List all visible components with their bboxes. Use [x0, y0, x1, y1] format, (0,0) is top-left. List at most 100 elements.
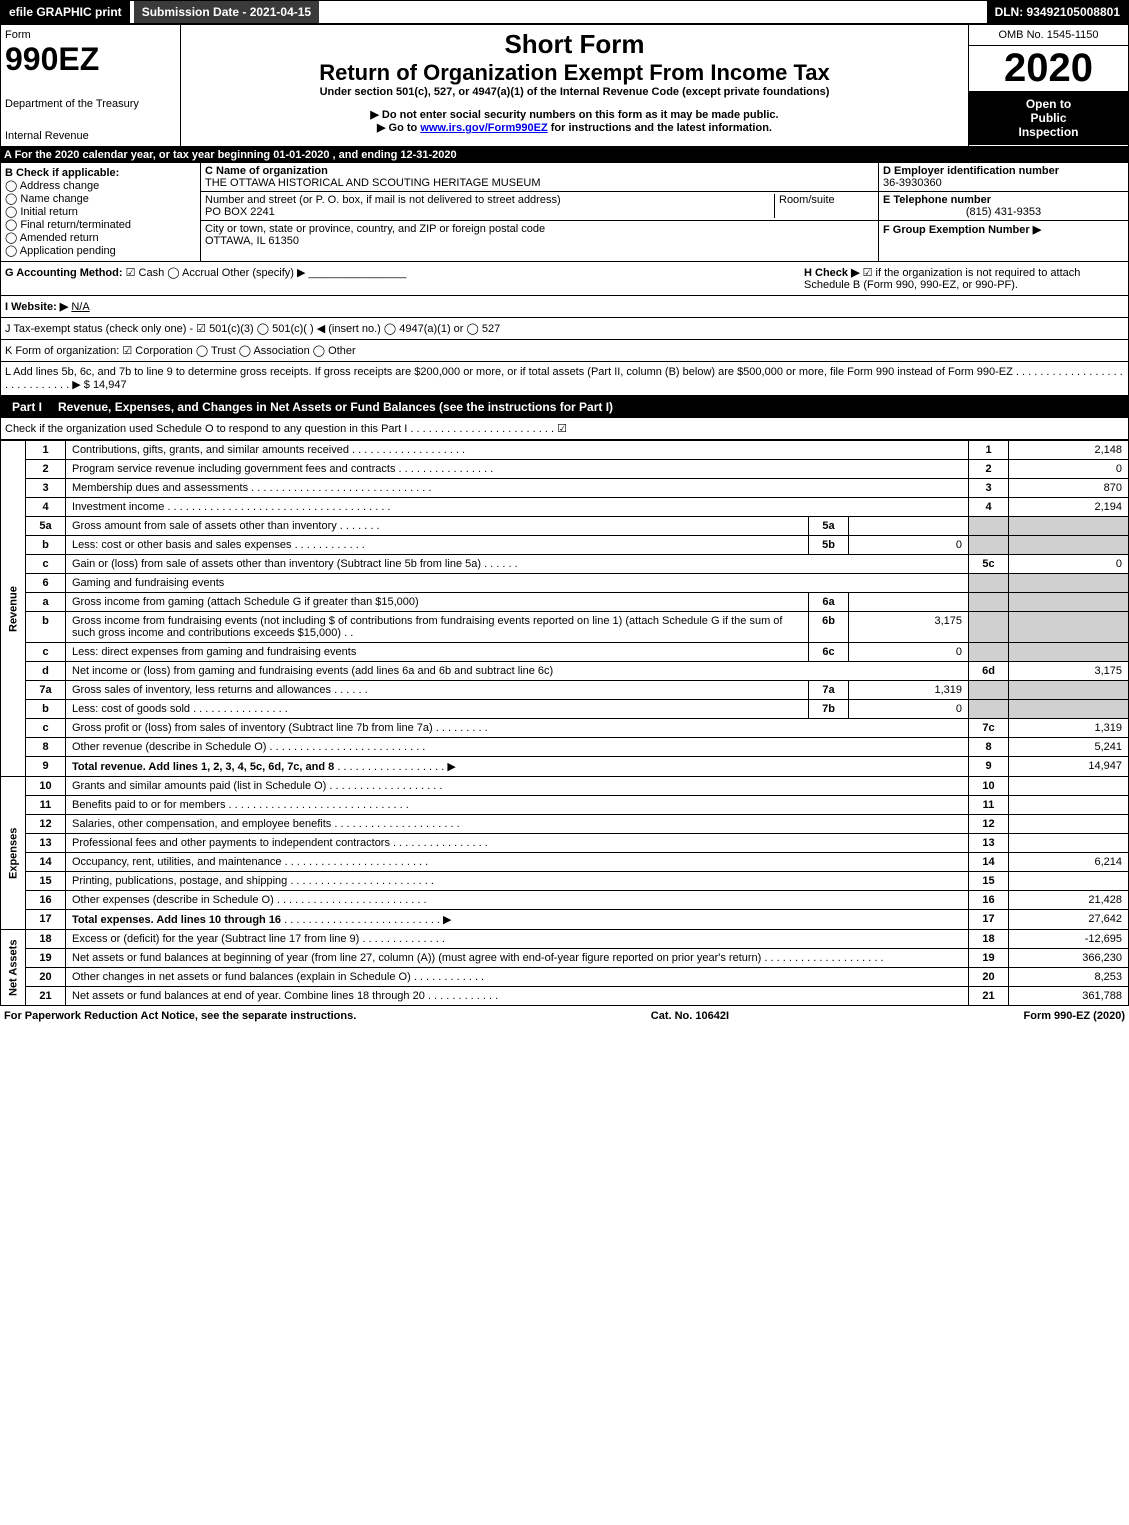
efile-print-button[interactable]: efile GRAPHIC print	[1, 1, 130, 23]
expenses-side-label: Expenses	[1, 777, 26, 930]
l7b-subval: 0	[849, 700, 969, 719]
l12-desc: Salaries, other compensation, and employ…	[72, 818, 331, 830]
l6b-desc: Gross income from fundraising events (no…	[72, 615, 782, 639]
l20-desc: Other changes in net assets or fund bala…	[72, 971, 411, 983]
final-return-checkbox[interactable]: ◯ Final return/terminated	[5, 218, 196, 231]
k-row: K Form of organization: ☑ Corporation ◯ …	[0, 340, 1129, 362]
l3-val: 870	[1009, 479, 1129, 498]
address-change-checkbox[interactable]: ◯ Address change	[5, 179, 196, 192]
check-if-applicable: B Check if applicable: ◯ Address change …	[1, 163, 201, 261]
part1-desc: Revenue, Expenses, and Changes in Net As…	[58, 400, 613, 414]
l7b-sub: 7b	[809, 700, 849, 719]
street-label: Number and street (or P. O. box, if mail…	[205, 194, 561, 206]
return-title: Return of Organization Exempt From Incom…	[185, 60, 964, 86]
cash-option[interactable]: Cash	[139, 267, 165, 279]
line-14: 14 Occupancy, rent, utilities, and maint…	[1, 853, 1129, 872]
form-header: Form 990EZ Department of the Treasury In…	[0, 24, 1129, 147]
netassets-side-label: Net Assets	[1, 930, 26, 1006]
line-9: 9 Total revenue. Add lines 1, 2, 3, 4, 5…	[1, 757, 1129, 777]
footer-center: Cat. No. 10642I	[651, 1010, 729, 1022]
l11-ref: 11	[969, 796, 1009, 815]
l3-ref: 3	[969, 479, 1009, 498]
line-6a: a Gross income from gaming (attach Sched…	[1, 593, 1129, 612]
l4-ref: 4	[969, 498, 1009, 517]
l21-num: 21	[26, 987, 66, 1006]
l15-desc: Printing, publications, postage, and shi…	[72, 875, 287, 887]
submission-date-button[interactable]: Submission Date - 2021-04-15	[134, 1, 319, 23]
l6c-num: c	[26, 643, 66, 662]
l13-num: 13	[26, 834, 66, 853]
l15-num: 15	[26, 872, 66, 891]
application-pending-checkbox[interactable]: ◯ Application pending	[5, 244, 196, 257]
line-18: Net Assets 18 Excess or (deficit) for th…	[1, 930, 1129, 949]
l4-num: 4	[26, 498, 66, 517]
l7a-desc: Gross sales of inventory, less returns a…	[72, 684, 331, 696]
line-6b: b Gross income from fundraising events (…	[1, 612, 1129, 643]
line-21: 21 Net assets or fund balances at end of…	[1, 987, 1129, 1006]
l21-val: 361,788	[1009, 987, 1129, 1006]
l1-desc: Contributions, gifts, grants, and simila…	[72, 444, 349, 456]
l9-num: 9	[26, 757, 66, 777]
footer: For Paperwork Reduction Act Notice, see …	[0, 1006, 1129, 1026]
l6b-subval: 3,175	[849, 612, 969, 643]
e-label: E Telephone number	[883, 194, 991, 206]
header-center: Short Form Return of Organization Exempt…	[181, 25, 968, 146]
l11-val	[1009, 796, 1129, 815]
line-15: 15 Printing, publications, postage, and …	[1, 872, 1129, 891]
public: Public	[975, 111, 1122, 125]
l9-ref: 9	[969, 757, 1009, 777]
other-option[interactable]: Other (specify) ▶	[222, 267, 306, 279]
l20-ref: 20	[969, 968, 1009, 987]
irs-link[interactable]: www.irs.gov/Form990EZ	[420, 122, 547, 134]
l7c-num: c	[26, 719, 66, 738]
line-7a: 7a Gross sales of inventory, less return…	[1, 681, 1129, 700]
group-exemption-row: F Group Exemption Number ▶	[879, 221, 1128, 238]
open-to: Open to	[975, 97, 1122, 111]
l18-desc: Excess or (deficit) for the year (Subtra…	[72, 933, 359, 945]
l6b-sub: 6b	[809, 612, 849, 643]
l5b-subval: 0	[849, 536, 969, 555]
line-4: 4 Investment income . . . . . . . . . . …	[1, 498, 1129, 517]
l6d-num: d	[26, 662, 66, 681]
line-10: Expenses 10 Grants and similar amounts p…	[1, 777, 1129, 796]
l5c-desc: Gain or (loss) from sale of assets other…	[72, 558, 481, 570]
l15-val	[1009, 872, 1129, 891]
l10-ref: 10	[969, 777, 1009, 796]
l5b-num: b	[26, 536, 66, 555]
room-label: Room/suite	[779, 194, 835, 206]
initial-return-checkbox[interactable]: ◯ Initial return	[5, 205, 196, 218]
l13-ref: 13	[969, 834, 1009, 853]
l10-val	[1009, 777, 1129, 796]
ein-row: D Employer identification number 36-3930…	[879, 163, 1128, 192]
amended-return-checkbox[interactable]: ◯ Amended return	[5, 231, 196, 244]
line-16: 16 Other expenses (describe in Schedule …	[1, 891, 1129, 910]
l18-ref: 18	[969, 930, 1009, 949]
line-11: 11 Benefits paid to or for members . . .…	[1, 796, 1129, 815]
l18-val: -12,695	[1009, 930, 1129, 949]
l7b-num: b	[26, 700, 66, 719]
l5c-ref: 5c	[969, 555, 1009, 574]
part1-header: Part I Revenue, Expenses, and Changes in…	[0, 396, 1129, 418]
l12-num: 12	[26, 815, 66, 834]
street-row: Number and street (or P. O. box, if mail…	[201, 192, 878, 221]
l21-ref: 21	[969, 987, 1009, 1006]
l2-val: 0	[1009, 460, 1129, 479]
l14-val: 6,214	[1009, 853, 1129, 872]
b-label: B Check if applicable:	[5, 167, 196, 179]
l18-num: 18	[26, 930, 66, 949]
section-b-container: B Check if applicable: ◯ Address change …	[0, 163, 1129, 262]
l7c-val: 1,319	[1009, 719, 1129, 738]
l6-num: 6	[26, 574, 66, 593]
part1-table: Revenue 1 Contributions, gifts, grants, …	[0, 440, 1129, 1006]
goto-suffix: for instructions and the latest informat…	[548, 122, 772, 134]
l8-desc: Other revenue (describe in Schedule O)	[72, 741, 266, 753]
inspection: Inspection	[975, 125, 1122, 139]
l20-num: 20	[26, 968, 66, 987]
line-12: 12 Salaries, other compensation, and emp…	[1, 815, 1129, 834]
city-value: OTTAWA, IL 61350	[205, 235, 299, 247]
accrual-option[interactable]: Accrual	[182, 267, 219, 279]
line-13: 13 Professional fees and other payments …	[1, 834, 1129, 853]
name-change-checkbox[interactable]: ◯ Name change	[5, 192, 196, 205]
l3-desc: Membership dues and assessments	[72, 482, 248, 494]
short-form-title: Short Form	[185, 29, 964, 60]
